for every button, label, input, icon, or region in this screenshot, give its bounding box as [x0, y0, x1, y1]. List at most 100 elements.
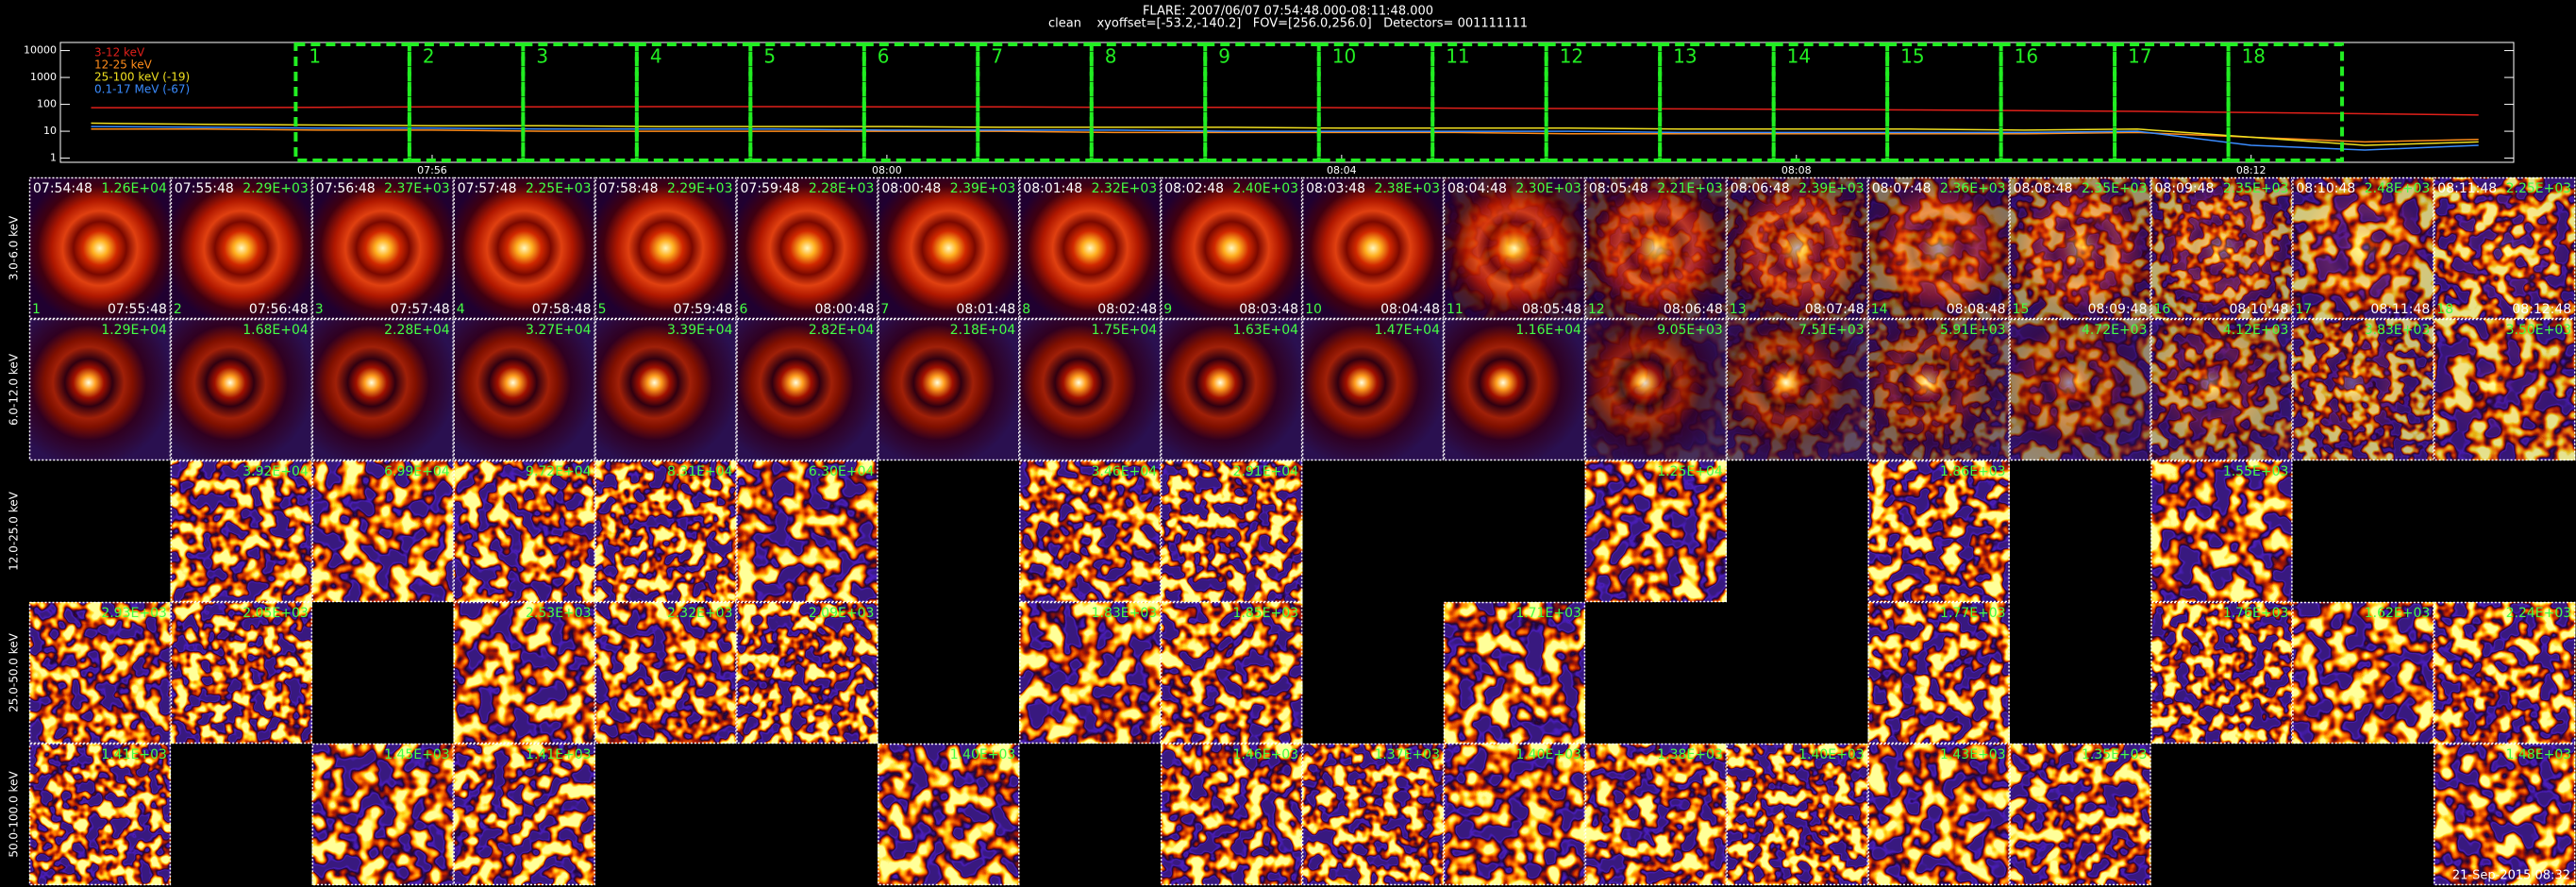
image — [2434, 602, 2576, 744]
image — [878, 744, 1020, 885]
image-max: 4.12E+03 — [2223, 323, 2289, 338]
image-border — [878, 318, 1020, 461]
image-max: 1.43E+03 — [1940, 747, 2006, 762]
image-noise — [1584, 177, 1727, 319]
light-curve — [91, 126, 2479, 151]
image — [29, 319, 171, 460]
image-index: 13 — [1730, 302, 1747, 317]
image — [1302, 744, 1444, 885]
image-end-time: 08:04:48 — [1380, 302, 1440, 317]
image-max: 1.46E+03 — [1233, 747, 1299, 762]
image-border — [1584, 460, 1728, 603]
image-end-time: 07:59:48 — [674, 302, 733, 317]
interval-label: 1 — [309, 45, 321, 68]
image-index: 9 — [1163, 302, 1172, 317]
image-index: 1 — [32, 302, 41, 317]
image-index: 7 — [880, 302, 889, 317]
image-max: 1.35E+03 — [2082, 747, 2148, 762]
image-end-time: 08:02:48 — [1097, 302, 1157, 317]
image-max: 2.25E+03 — [526, 181, 592, 196]
interval-label: 10 — [1332, 45, 1356, 68]
image — [453, 744, 595, 885]
image-start-time: 07:55:48 — [175, 181, 234, 196]
image-index: 5 — [598, 302, 607, 317]
image-max: 2.39E+03 — [950, 181, 1016, 196]
image-border — [594, 318, 737, 461]
image-end-time: 08:07:48 — [1805, 302, 1865, 317]
interval-label: 4 — [650, 45, 662, 68]
image — [29, 177, 171, 319]
image-max: 1.77E+03 — [1940, 606, 2006, 621]
subtitle: clean xyoffset=[-53.2,-140.2] FOV=[256.0… — [1048, 17, 1528, 31]
x-tick-label: 08:12 — [2236, 164, 2267, 176]
image-border — [2150, 460, 2293, 603]
image-noise — [2292, 177, 2434, 319]
image-max: 1.83E+03 — [1092, 606, 1158, 621]
image-start-time: 08:06:48 — [1731, 181, 1790, 196]
image-border — [1584, 318, 1728, 461]
image-max: 2.35E+03 — [2082, 181, 2148, 196]
image-start-time: 08:04:48 — [1447, 181, 1507, 196]
image-max: 2.25E+03 — [2506, 181, 2572, 196]
image-start-time: 07:57:48 — [458, 181, 517, 196]
image-max: 2.28E+04 — [384, 323, 450, 338]
image — [170, 602, 312, 744]
image — [736, 177, 878, 319]
image-border — [2009, 743, 2151, 886]
interval-label: 14 — [1787, 45, 1811, 68]
x-tick-label: 08:08 — [1781, 164, 1812, 176]
image-start-time: 07:58:48 — [599, 181, 659, 196]
image-noise — [2009, 177, 2151, 319]
image-end-time: 08:08:48 — [1947, 302, 2006, 317]
y-tick-label: 1 — [50, 152, 57, 164]
image — [1584, 460, 1727, 602]
image-index: 3 — [315, 302, 324, 317]
image-noise — [2434, 177, 2576, 319]
image-start-time: 07:59:48 — [741, 181, 800, 196]
image — [2150, 602, 2293, 744]
image-end-time: 08:03:48 — [1239, 302, 1298, 317]
image-max: 2.21E+03 — [1657, 181, 1723, 196]
image-border — [1584, 176, 1728, 320]
image — [170, 460, 312, 602]
image-border — [311, 176, 454, 320]
x-tick-label: 08:04 — [1327, 164, 1357, 176]
image-index: 10 — [1305, 302, 1322, 317]
image-border — [2292, 176, 2434, 320]
image — [878, 319, 1020, 460]
image — [594, 319, 737, 460]
image — [170, 177, 312, 319]
image-border — [2434, 318, 2576, 461]
image-border — [1301, 743, 1445, 886]
image-noise — [1867, 177, 2010, 319]
image-noise — [2434, 319, 2576, 460]
image — [736, 602, 878, 744]
image-index: 4 — [457, 302, 465, 317]
interval-label: 8 — [1105, 45, 1117, 68]
image — [1161, 319, 1303, 460]
image-max: 2.82E+04 — [809, 323, 875, 338]
image — [29, 744, 171, 885]
image-noise — [1726, 319, 1868, 460]
image-start-time: 08:09:48 — [2155, 181, 2215, 196]
image-max: 9.72E+04 — [526, 464, 592, 479]
image-max: 3.46E+04 — [1092, 464, 1158, 479]
image-border — [2434, 176, 2576, 320]
image-border — [1443, 318, 1586, 461]
image-border — [736, 176, 878, 320]
image-border — [1726, 318, 1868, 461]
image-border — [28, 601, 172, 745]
image — [1019, 177, 1162, 319]
image — [1161, 177, 1303, 319]
image-max: 9.05E+03 — [1657, 323, 1723, 338]
image-border — [2292, 601, 2434, 745]
image-max: 1.76E+03 — [2223, 606, 2289, 621]
image-max: 2.40E+03 — [1233, 181, 1299, 196]
image-border — [453, 743, 595, 886]
image — [2150, 460, 2293, 602]
row-label: 3.0-6.0 keV — [8, 215, 21, 280]
image-max: 6.99E+04 — [384, 464, 450, 479]
image-start-time: 08:00:48 — [881, 181, 941, 196]
image — [1444, 602, 1585, 744]
